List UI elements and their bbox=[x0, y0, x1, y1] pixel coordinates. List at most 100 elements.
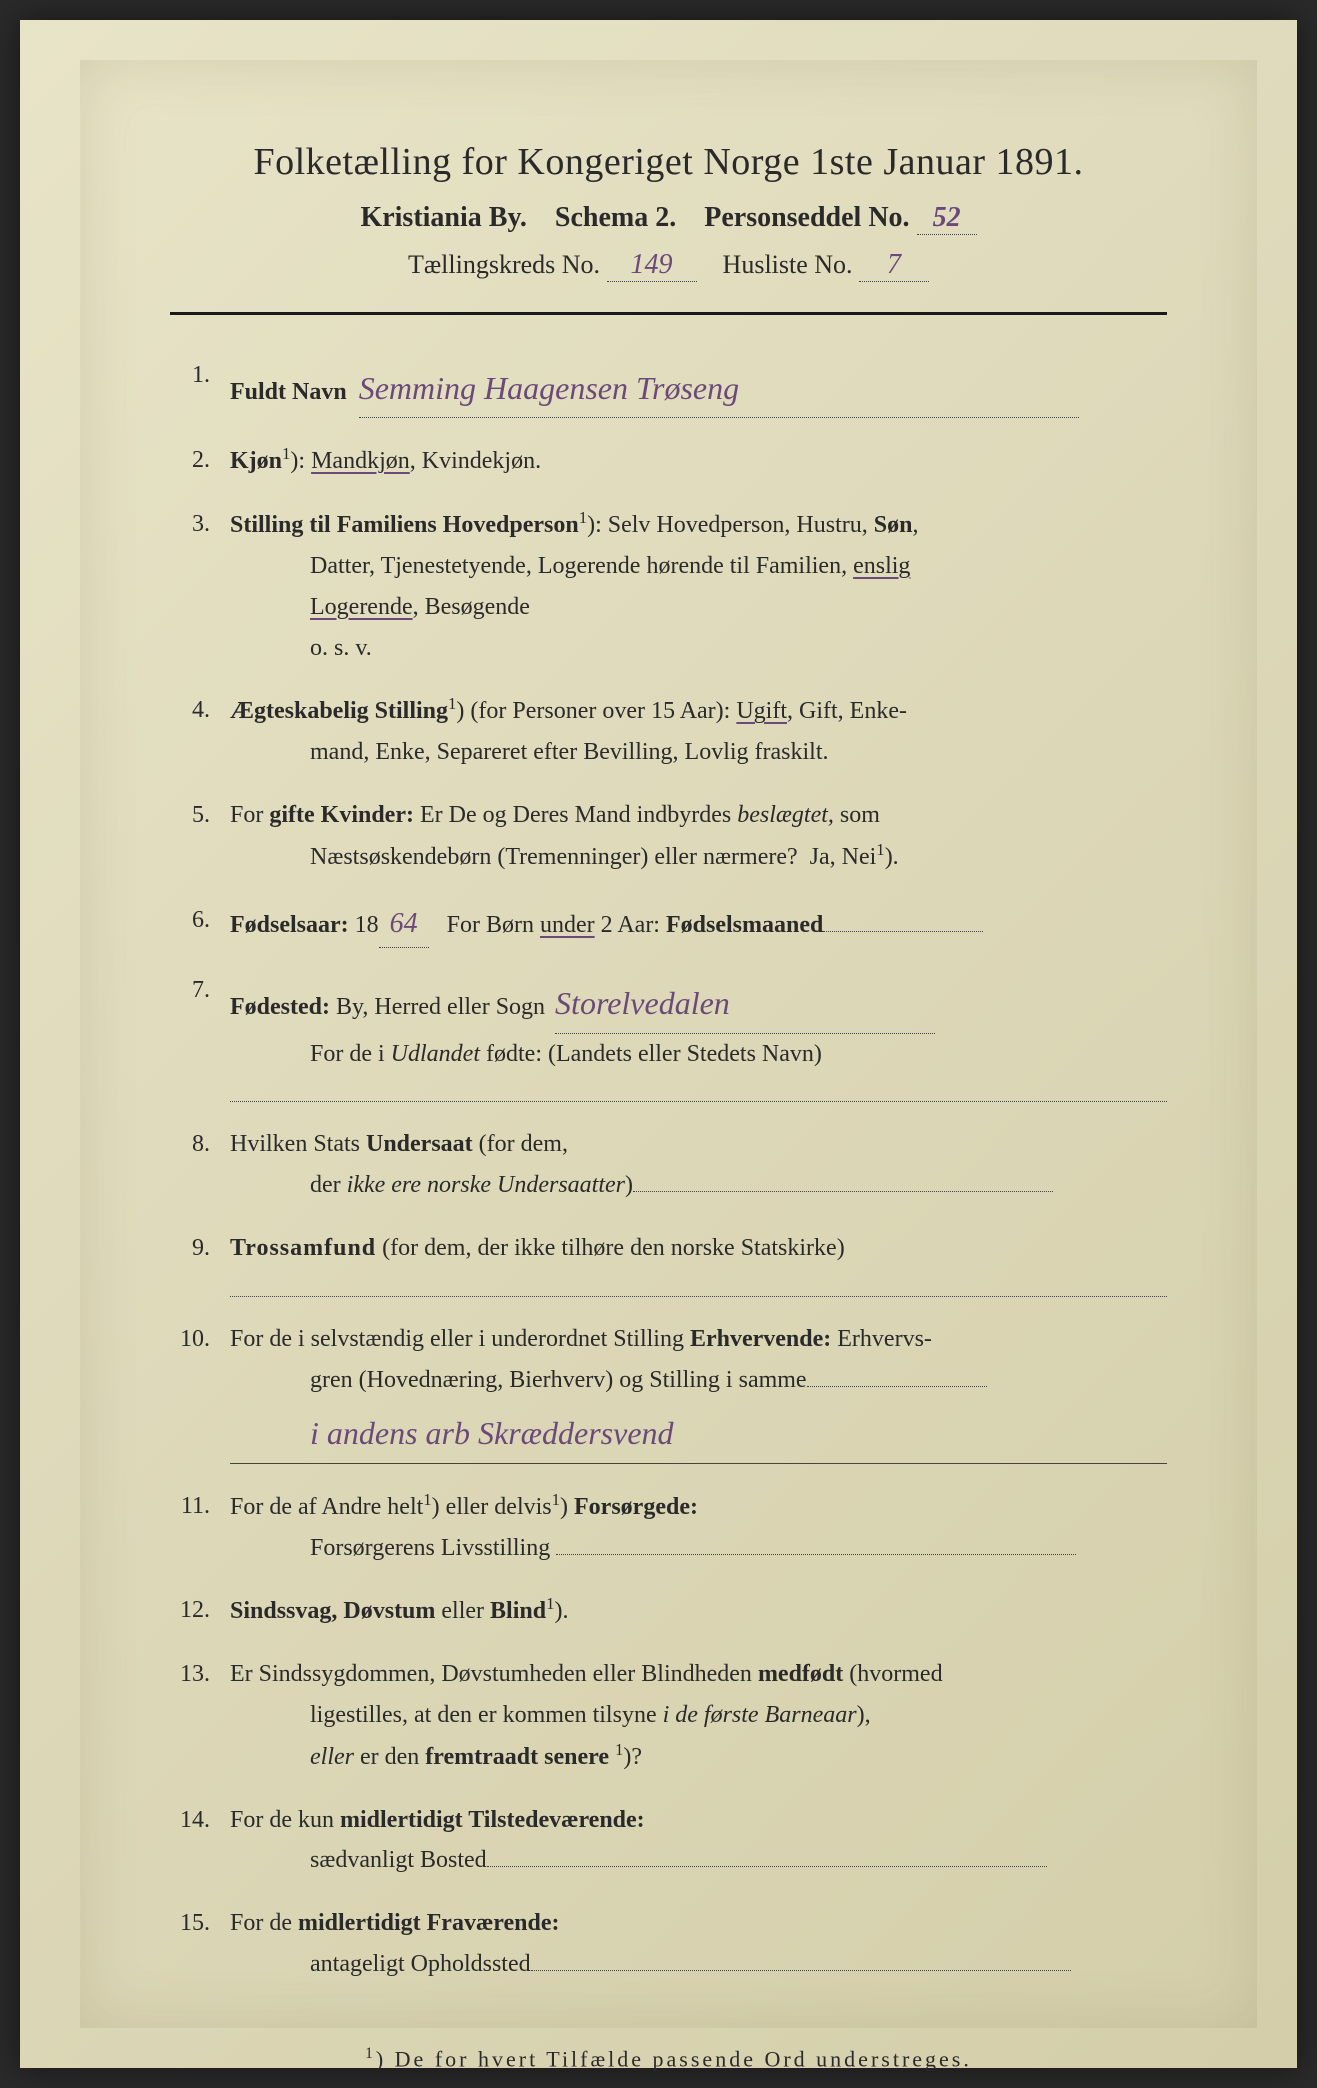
f12-bold: Sindssvag, Døvstum bbox=[230, 1598, 435, 1624]
f7-l2b: fødte: (Landets eller Stedets Navn) bbox=[480, 1041, 822, 1067]
f12-end: ). bbox=[554, 1598, 568, 1624]
f4-label: Ægteskabelig Stilling bbox=[230, 698, 448, 724]
kreds-value: 149 bbox=[607, 249, 697, 282]
f10-line2: gren (Hovednæring, Bierhverv) og Stillin… bbox=[230, 1360, 1167, 1401]
f2-label: Kjøn bbox=[230, 448, 282, 474]
f15-l2: antageligt Opholdssted bbox=[310, 1951, 531, 1977]
f15-t1: For de bbox=[230, 1910, 298, 1936]
f7-value: Storelvedalen bbox=[555, 976, 730, 1030]
f8-l2a: der bbox=[310, 1172, 347, 1198]
footnote: 1) De for hvert Tilfælde passende Ord un… bbox=[170, 2045, 1167, 2072]
f6-ul: under bbox=[540, 912, 595, 938]
f13-line2: ligestilles, at den er kommen tilsyne i … bbox=[230, 1695, 1167, 1736]
f8-bold: Undersaat bbox=[366, 1131, 473, 1157]
f4-sup: 1 bbox=[448, 694, 456, 713]
personseddel-value: 52 bbox=[917, 202, 977, 235]
f14-l2: sædvanligt Bosted bbox=[310, 1847, 487, 1873]
field-2-sex: Kjøn1): Mandkjøn, Kvindekjøn. bbox=[170, 440, 1167, 482]
f10-t1: For de i selvstændig eller i underordnet… bbox=[230, 1326, 690, 1352]
f14-line2: sædvanligt Bosted bbox=[230, 1840, 1167, 1881]
f3-osv: o. s. v. bbox=[230, 628, 1167, 669]
f10-answer: i andens arb Skræddersvend bbox=[230, 1406, 1167, 1463]
field-6-birthyear: Fødselsaar: 1864 For Børn under 2 Aar: F… bbox=[170, 900, 1167, 949]
f13-b1: medfødt bbox=[758, 1661, 843, 1687]
f3-line2: Datter, Tjenestetyende, Logerende hørend… bbox=[230, 546, 1167, 587]
f3-ul2: Logerende bbox=[310, 594, 413, 620]
f1-label: Fuldt Navn bbox=[230, 379, 347, 405]
footnote-text: ) De for hvert Tilfælde passende Ord und… bbox=[376, 2046, 972, 2071]
field-9-religion: Trossamfund (for dem, der ikke tilhøre d… bbox=[170, 1228, 1167, 1297]
field-3-relation: Stilling til Familiens Hovedperson1): Se… bbox=[170, 504, 1167, 668]
f11-t3: ) bbox=[560, 1494, 574, 1520]
f9-text: (for dem, der ikke tilhøre den norske St… bbox=[376, 1235, 845, 1261]
f13-t1: Er Sindssygdommen, Døvstumheden eller Bl… bbox=[230, 1661, 758, 1687]
f10-bold: Erhvervende: bbox=[690, 1326, 831, 1352]
f8-line2: der ikke ere norske Undersaatter) bbox=[230, 1165, 1167, 1206]
city-label: Kristiania By. bbox=[360, 202, 526, 233]
field-1-name: Fuldt Navn Semming Haagensen Trøseng bbox=[170, 355, 1167, 418]
field-12-disability: Sindssvag, Døvstum eller Blind1). bbox=[170, 1590, 1167, 1632]
f6-blank bbox=[823, 908, 983, 932]
f7-dotted bbox=[230, 1082, 1167, 1102]
f12-text: eller bbox=[435, 1598, 490, 1624]
f15-line2: antageligt Opholdssted bbox=[230, 1944, 1167, 1985]
f1-value: Semming Haagensen Trøseng bbox=[359, 361, 739, 415]
f6-year: 64 bbox=[379, 900, 429, 949]
f14-t1: For de kun bbox=[230, 1807, 340, 1833]
field-11-supported: For de af Andre helt1) eller delvis1) Fo… bbox=[170, 1486, 1167, 1569]
f14-bold: midlertidigt Tilstedeværende: bbox=[340, 1807, 645, 1833]
f12-bold2: Blind bbox=[490, 1598, 546, 1624]
f11-line2: Forsørgerens Livsstilling bbox=[230, 1528, 1167, 1569]
f3-sup: 1 bbox=[579, 508, 587, 527]
f8-l2i: ikke ere norske Undersaatter bbox=[347, 1172, 625, 1198]
f6-prefix: 18 bbox=[349, 912, 379, 938]
kreds-label: Tællingskreds No. bbox=[408, 250, 600, 279]
footnote-sup: 1 bbox=[365, 2045, 376, 2062]
f11-s2: 1 bbox=[552, 1490, 560, 1509]
f15-bold: midlertidigt Fraværende: bbox=[298, 1910, 560, 1936]
f9-label: Trossamfund bbox=[230, 1235, 376, 1261]
field-4-marital: Ægteskabelig Stilling1) (for Personer ov… bbox=[170, 690, 1167, 773]
f11-l2: Forsørgerens Livsstilling bbox=[310, 1535, 550, 1561]
f3-label: Stilling til Familiens Hovedperson bbox=[230, 512, 579, 538]
f5-line2: Næstsøskendebørn (Tremenninger) eller næ… bbox=[230, 836, 1167, 878]
f8-t2: (for dem, bbox=[473, 1131, 568, 1157]
f2-sup: 1 bbox=[282, 444, 290, 463]
f5-sup: 1 bbox=[876, 840, 884, 859]
field-14-temp-present: For de kun midlertidigt Tilstedeværende:… bbox=[170, 1800, 1167, 1882]
divider-line bbox=[170, 312, 1167, 315]
f13-line3: eller er den fremtraadt senere 1)? bbox=[230, 1736, 1167, 1778]
f5-italic: beslægtet, bbox=[737, 802, 834, 828]
f8-blank bbox=[633, 1168, 1053, 1192]
f11-bold: Forsørgede: bbox=[574, 1494, 698, 1520]
field-5-married-women: For gifte Kvinder: Er De og Deres Mand i… bbox=[170, 795, 1167, 878]
f10-value: i andens arb Skræddersvend bbox=[310, 1406, 674, 1460]
sub-line-2: Tællingskreds No. 149 Husliste No. 7 bbox=[170, 249, 1167, 282]
personseddel-label: Personseddel No. bbox=[704, 202, 909, 233]
f2-underlined: Mandkjøn bbox=[311, 448, 410, 474]
field-8-citizenship: Hvilken Stats Undersaat (for dem, der ik… bbox=[170, 1124, 1167, 1206]
census-form-page: Folketælling for Kongeriget Norge 1ste J… bbox=[20, 20, 1297, 2068]
f4-ul: Ugift bbox=[736, 698, 787, 724]
f13-i2: eller bbox=[310, 1744, 354, 1770]
f8-t1: Hvilken Stats bbox=[230, 1131, 366, 1157]
f4-before: (for Personer over 15 Aar): bbox=[464, 698, 736, 724]
f5-end: ). bbox=[885, 844, 899, 870]
f13-b2: fremtraadt senere bbox=[425, 1744, 609, 1770]
field-15-temp-absent: For de midlertidigt Fraværende: antageli… bbox=[170, 1903, 1167, 1985]
f9-dotted bbox=[230, 1277, 1167, 1297]
f10-blank1 bbox=[807, 1363, 987, 1387]
f5-bold: gifte Kvinder: bbox=[269, 802, 414, 828]
f11-t2: ) eller delvis bbox=[432, 1494, 552, 1520]
f7-l2i: Udlandet bbox=[391, 1041, 480, 1067]
f5-text: Er De og Deres Mand indbyrdes bbox=[414, 802, 737, 828]
f7-label: Fødested: bbox=[230, 994, 330, 1020]
f13-t4: er den bbox=[354, 1744, 425, 1770]
f11-t1: For de af Andre helt bbox=[230, 1494, 423, 1520]
f5-before: For bbox=[230, 802, 269, 828]
f11-s1: 1 bbox=[423, 1490, 431, 1509]
schema-label: Schema 2. bbox=[555, 202, 676, 233]
field-10-occupation: For de i selvstændig eller i underordnet… bbox=[170, 1319, 1167, 1464]
f6-label2: Fødselsmaaned bbox=[666, 912, 823, 938]
f13-i1: i de første Barneaar bbox=[663, 1702, 857, 1728]
